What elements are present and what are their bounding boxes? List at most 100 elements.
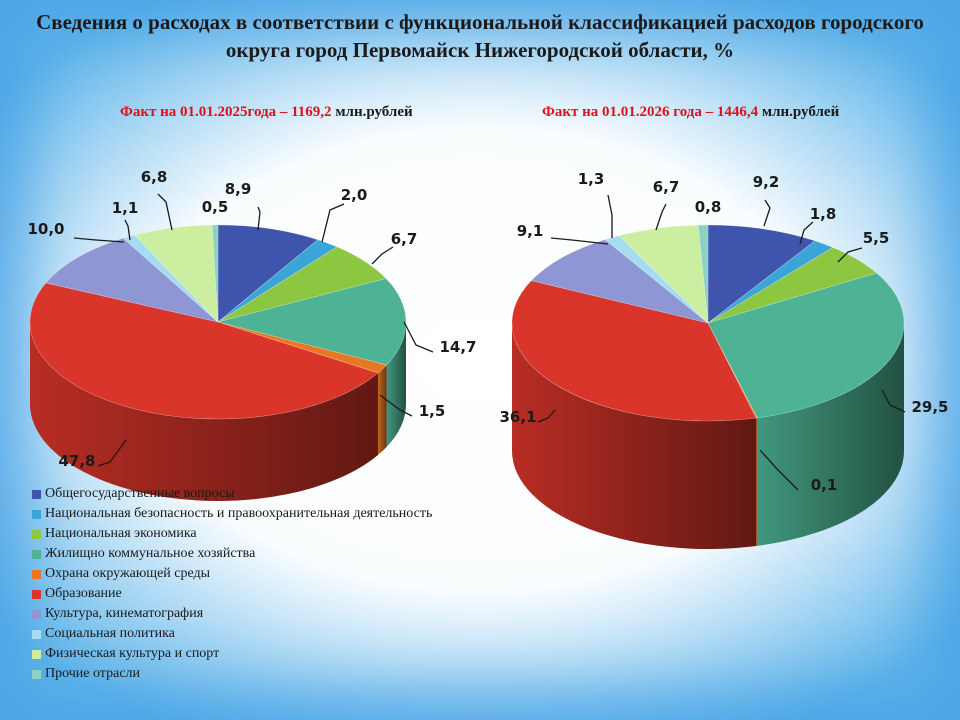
- legend-label: Культура, кинематография: [45, 606, 204, 621]
- pie-slice: [217, 239, 338, 323]
- data-label: 0,1: [811, 476, 838, 494]
- data-label: 36,1: [499, 408, 536, 426]
- legend: Общегосударственные вопросы Национальная …: [32, 484, 432, 684]
- pie-slice: [707, 224, 816, 324]
- pie-slice: [217, 246, 387, 323]
- fact-2026-unit: млн.рублей: [758, 104, 840, 120]
- fact-2025-unit: млн.рублей: [331, 104, 413, 120]
- legend-swatch: [32, 549, 41, 559]
- leader-line: [379, 394, 413, 417]
- pie-slice: [618, 224, 709, 324]
- data-label: 6,7: [391, 230, 418, 248]
- leader-line: [157, 193, 173, 231]
- data-label: 2,0: [341, 186, 368, 204]
- pie-slice-wall: [386, 322, 406, 447]
- pie-slice: [511, 280, 757, 422]
- pie-chart-2: 9,2 1,8 5,5 29,5 0,1 36,1 9,1 1,3 6,7 0,8: [499, 170, 949, 549]
- data-label: 47,8: [58, 452, 95, 470]
- pie-slice: [707, 272, 905, 419]
- leader-line: [321, 203, 345, 243]
- data-label: 1,5: [419, 402, 446, 420]
- pie-slice: [217, 278, 407, 366]
- legend-swatch: [32, 609, 41, 619]
- leader-line: [550, 237, 609, 245]
- pie-slice: [217, 321, 388, 374]
- data-label: 1,1: [112, 199, 139, 217]
- pie-slice-wall: [756, 417, 758, 547]
- pie-slice-wall: [512, 323, 757, 549]
- fact-2026-amount: Факт на 01.01.2026 года – 1446,4: [542, 104, 759, 120]
- legend-swatch: [32, 489, 41, 499]
- legend-label: Национальная экономика: [45, 526, 197, 541]
- data-label: 14,7: [439, 338, 476, 356]
- pie-slice-wall: [757, 323, 904, 546]
- data-label: 10,0: [27, 220, 64, 238]
- pie-slice: [707, 240, 834, 324]
- leader-line: [763, 199, 771, 227]
- pie-chart-1: 8,9 2,0 6,7 14,7 1,5 47,8 10,0 1,16,8 0,5: [27, 168, 477, 501]
- legend-label: Прочие отрасли: [45, 666, 141, 681]
- leader-line: [371, 246, 394, 265]
- legend-item: Физическая культура и спорт: [32, 644, 432, 664]
- legend-item: Прочие отрасли: [32, 664, 432, 684]
- leader-line: [759, 449, 799, 491]
- legend-label: Общегосударственные вопросы: [45, 486, 235, 501]
- leader-line: [73, 237, 125, 243]
- legend-swatch: [32, 669, 41, 679]
- legend-item: Общегосударственные вопросы: [32, 484, 432, 504]
- data-label: 5,5: [863, 229, 890, 247]
- data-label: 0,5: [202, 198, 229, 216]
- data-label: 6,8: [141, 168, 168, 186]
- legend-item: Национальная безопасность и правоохранит…: [32, 504, 432, 524]
- leader-line: [799, 221, 814, 245]
- legend-swatch: [32, 509, 41, 519]
- pie-slice: [530, 239, 709, 324]
- leader-line: [97, 439, 127, 467]
- leader-line: [607, 194, 613, 238]
- leader-line: [837, 247, 863, 263]
- legend-swatch: [32, 629, 41, 639]
- pie-slice: [707, 322, 758, 419]
- legend-swatch: [32, 569, 41, 579]
- legend-item: Культура, кинематография: [32, 604, 432, 624]
- data-label: 1,3: [578, 170, 605, 188]
- data-label: 9,2: [753, 173, 780, 191]
- data-label: 0,8: [695, 198, 722, 216]
- leader-line: [537, 409, 556, 423]
- legend-swatch: [32, 529, 41, 539]
- leader-line: [655, 203, 667, 231]
- legend-label: Социальная политика: [45, 626, 175, 641]
- data-label: 8,9: [225, 180, 252, 198]
- legend-swatch: [32, 649, 41, 659]
- slide-title: Сведения о расходах в соответствии с фун…: [36, 10, 924, 62]
- data-label: 6,7: [653, 178, 680, 196]
- legend-item: Социальная политика: [32, 624, 432, 644]
- pie-slice-wall: [377, 364, 387, 455]
- pie-slice-wall: [30, 322, 378, 501]
- data-label: 1,8: [810, 205, 837, 223]
- leader-line: [881, 389, 906, 413]
- legend-item: Образование: [32, 584, 432, 604]
- pie-slice: [29, 282, 379, 420]
- pie-slice: [134, 224, 219, 323]
- legend-label: Национальная безопасность и правоохранит…: [45, 506, 433, 521]
- fact-2025: Факт на 01.01.2025года – 1169,2 млн.рубл…: [120, 104, 413, 121]
- leader-line: [124, 219, 131, 241]
- legend-item: Жилищно коммунальное хозяйства: [32, 544, 432, 564]
- data-label: 9,1: [517, 222, 544, 240]
- pie-slice: [697, 224, 709, 324]
- legend-label: Охрана окружающей среды: [45, 566, 211, 581]
- legend-item: Национальная экономика: [32, 524, 432, 544]
- data-label: 29,5: [911, 398, 948, 416]
- pie-slice: [45, 237, 219, 323]
- pie-slice: [707, 247, 878, 324]
- legend-label: Образование: [45, 586, 122, 601]
- pie-slice: [211, 224, 219, 323]
- pie-slice: [217, 224, 319, 323]
- legend-label: Жилищно коммунальное хозяйства: [45, 546, 256, 561]
- leader-line: [403, 321, 434, 353]
- legend-swatch: [32, 589, 41, 599]
- fact-2025-amount: Факт на 01.01.2025года – 1169,2: [120, 104, 332, 120]
- fact-2026: Факт на 01.01.2026 года – 1446,4 млн.руб…: [542, 104, 839, 121]
